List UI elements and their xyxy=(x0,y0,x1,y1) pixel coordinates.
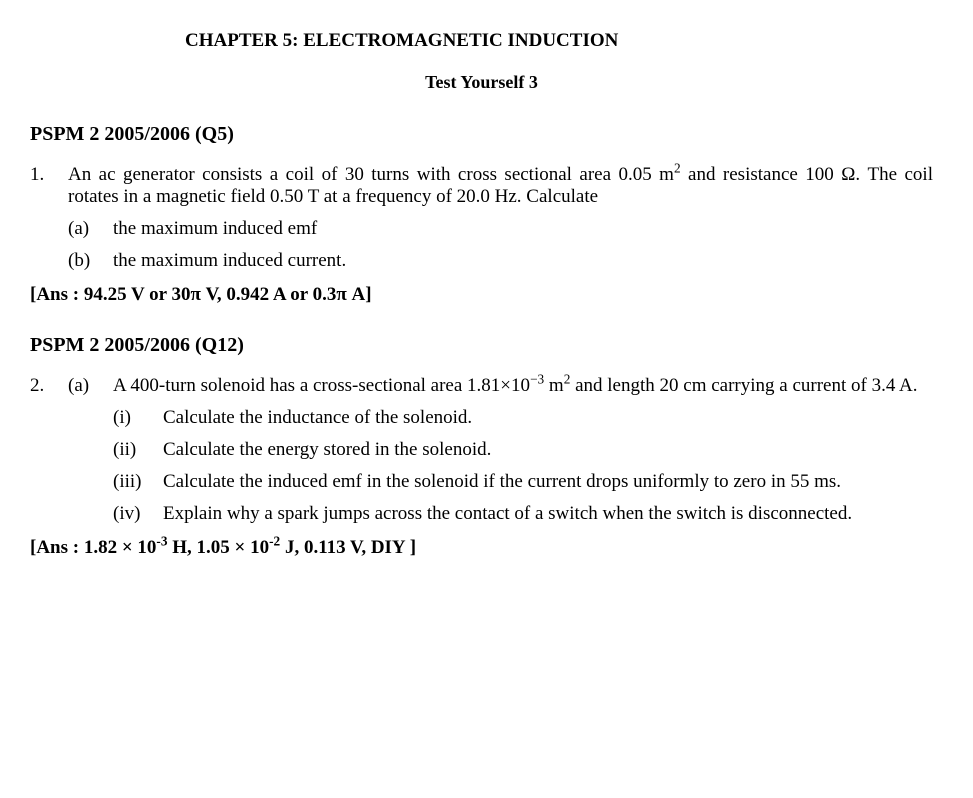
roman-label: (iv) xyxy=(113,503,163,525)
section-ref-2: PSPM 2 2005/2006 (Q12) xyxy=(30,334,933,357)
answer-1: [Ans : 94.25 V or 30π V, 0.942 A or 0.3π… xyxy=(30,284,933,306)
sub-label: (b) xyxy=(68,250,113,272)
question-number: 1. xyxy=(30,164,68,272)
sub-label: (a) xyxy=(68,375,113,525)
test-subtitle: Test Yourself 3 xyxy=(30,72,933,93)
sub-intro: A 400-turn solenoid has a cross-sectiona… xyxy=(113,375,933,397)
question-2: 2. (a) A 400-turn solenoid has a cross-s… xyxy=(30,375,933,525)
sub-text: A 400-turn solenoid has a cross-sectiona… xyxy=(113,375,933,525)
sub-text: the maximum induced current. xyxy=(113,250,933,272)
sub-item-b: (b) the maximum induced current. xyxy=(68,250,933,272)
roman-item-ii: (ii) Calculate the energy stored in the … xyxy=(113,439,933,461)
roman-label: (ii) xyxy=(113,439,163,461)
sub-text: the maximum induced emf xyxy=(113,218,933,240)
sub-label: (a) xyxy=(68,218,113,240)
question-intro: An ac generator consists a coil of 30 tu… xyxy=(68,164,933,208)
question-body: (a) A 400-turn solenoid has a cross-sect… xyxy=(68,375,933,525)
roman-label: (iii) xyxy=(113,471,163,493)
roman-text: Calculate the induced emf in the solenoi… xyxy=(163,471,933,493)
sub-item-a: (a) A 400-turn solenoid has a cross-sect… xyxy=(68,375,933,525)
roman-text: Explain why a spark jumps across the con… xyxy=(163,503,933,525)
roman-item-iv: (iv) Explain why a spark jumps across th… xyxy=(113,503,933,525)
chapter-title: CHAPTER 5: ELECTROMAGNETIC INDUCTION xyxy=(185,30,933,52)
question-body: An ac generator consists a coil of 30 tu… xyxy=(68,164,933,272)
roman-text: Calculate the energy stored in the solen… xyxy=(163,439,933,461)
answer-2: [Ans : 1.82 × 10-3 H, 1.05 × 10-2 J, 0.1… xyxy=(30,537,933,559)
question-number: 2. xyxy=(30,375,68,525)
roman-item-i: (i) Calculate the inductance of the sole… xyxy=(113,407,933,429)
sub-item-a: (a) the maximum induced emf xyxy=(68,218,933,240)
roman-text: Calculate the inductance of the solenoid… xyxy=(163,407,933,429)
section-ref-1: PSPM 2 2005/2006 (Q5) xyxy=(30,123,933,146)
question-1: 1. An ac generator consists a coil of 30… xyxy=(30,164,933,272)
roman-label: (i) xyxy=(113,407,163,429)
roman-item-iii: (iii) Calculate the induced emf in the s… xyxy=(113,471,933,493)
